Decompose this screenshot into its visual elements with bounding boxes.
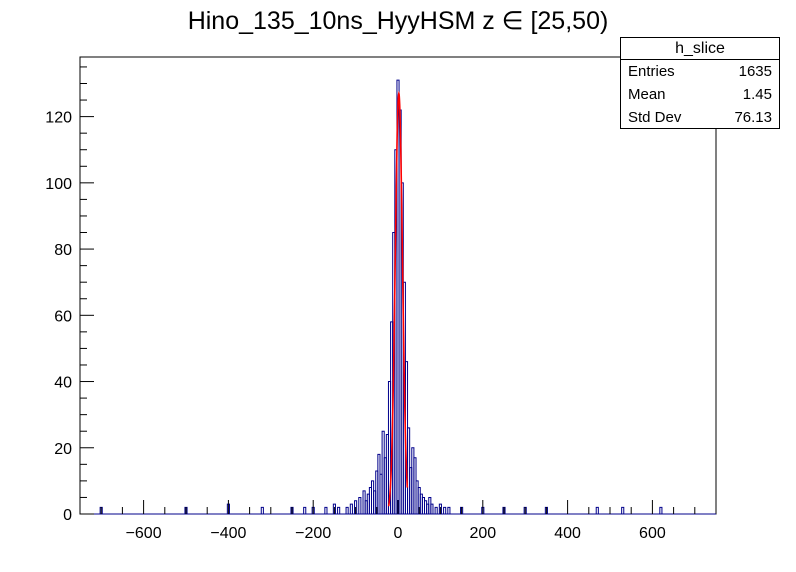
histogram-bin <box>595 506 599 514</box>
gaussian-fit <box>387 90 409 507</box>
stats-value: 76.13 <box>734 109 772 126</box>
histogram-bin <box>260 506 264 514</box>
histogram-bin <box>345 506 349 514</box>
stats-box: h_slice Entries 1635 Mean 1.45 Std Dev 7… <box>620 37 780 129</box>
histogram-bin <box>434 506 438 514</box>
stats-label: Std Dev <box>628 109 682 126</box>
x-tick-label: 0 <box>394 525 403 542</box>
x-tick-label: −600 <box>126 525 162 542</box>
stats-row-mean: Mean 1.45 <box>621 83 779 106</box>
stats-title: h_slice <box>621 38 779 60</box>
y-tick-label: 80 <box>54 242 72 259</box>
stats-row-std-dev: Std Dev 76.13 <box>621 106 779 129</box>
y-tick-label: 60 <box>54 308 72 325</box>
y-tick-label: 0 <box>63 507 72 524</box>
x-tick-label: 600 <box>639 525 666 542</box>
histogram-bin <box>332 503 336 514</box>
histogram-bin <box>349 503 353 514</box>
histogram-bins <box>80 79 716 515</box>
fit-curve <box>387 90 409 507</box>
x-axis: −600 −400 −200 0 200 400 600 <box>100 500 696 542</box>
histogram-bin <box>621 506 625 514</box>
histogram-bin <box>324 506 328 514</box>
y-tick-label: 20 <box>54 441 72 458</box>
x-tick-label: 200 <box>469 525 496 542</box>
histogram-bin <box>430 503 434 514</box>
histogram-bin <box>303 506 307 514</box>
stats-label: Mean <box>628 86 666 103</box>
stats-value: 1635 <box>738 63 772 80</box>
histogram-bin <box>443 506 447 514</box>
y-axis: 0 20 40 60 80 100 120 <box>45 66 94 524</box>
histogram-bin <box>354 500 358 514</box>
histogram-bin <box>447 506 451 514</box>
chart-title: Hino_135_10ns_HyyHSM z ∈ [25,50) <box>187 7 609 35</box>
x-tick-label: 400 <box>554 525 581 542</box>
histogram-bin <box>659 506 663 514</box>
stats-label: Entries <box>628 63 675 80</box>
histogram-bin <box>358 496 362 514</box>
x-tick-label: −200 <box>295 525 331 542</box>
histogram-bin <box>409 467 413 514</box>
x-tick-label: −400 <box>210 525 246 542</box>
y-tick-label: 40 <box>54 375 72 392</box>
y-tick-label: 120 <box>45 110 72 127</box>
histogram-bin <box>337 506 341 514</box>
stats-value: 1.45 <box>742 86 772 103</box>
histogram-bin <box>438 503 442 514</box>
stats-row-entries: Entries 1635 <box>621 60 779 83</box>
y-tick-label: 100 <box>45 176 72 193</box>
